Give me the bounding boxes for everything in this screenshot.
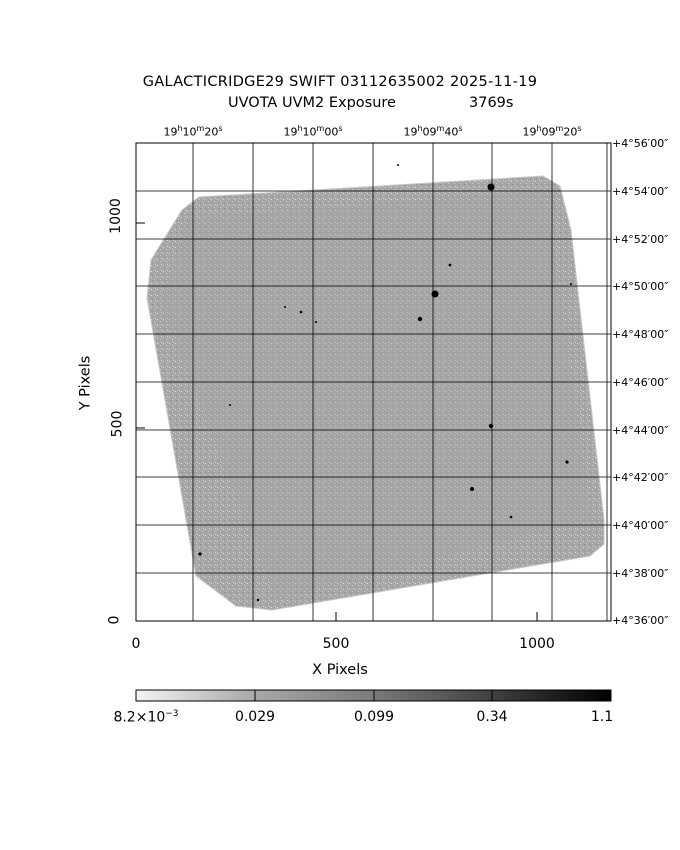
dec-tick-label: +4°54′00″ bbox=[612, 185, 669, 198]
dec-tick-label: +4°40′00″ bbox=[612, 519, 669, 532]
dec-tick-label: +4°50′00″ bbox=[612, 280, 669, 293]
plot-title: GALACTICRIDGE29 SWIFT 03112635002 2025-1… bbox=[142, 74, 538, 90]
x-tick-label: 1000 bbox=[519, 636, 555, 652]
dec-tick-label: +4°38′00″ bbox=[612, 567, 669, 580]
colorbar-label: 0.029 bbox=[234, 709, 276, 725]
dec-tick-label: +4°48′00″ bbox=[612, 328, 669, 341]
y-tick-label: 0 bbox=[106, 615, 123, 625]
colorbar-label: 1.1 bbox=[590, 709, 614, 725]
y-axis-label: Y Pixels bbox=[77, 355, 94, 411]
dec-tick-label: +4°36′00″ bbox=[612, 614, 669, 627]
colorbar-label: 0.099 bbox=[353, 709, 395, 725]
coordinate-grid bbox=[136, 143, 611, 621]
ra-tick-label: 19h09m40s bbox=[403, 124, 463, 139]
stars bbox=[198, 164, 572, 602]
dec-tick-label: +4°44′00″ bbox=[612, 424, 669, 437]
y-tick-label: 500 bbox=[109, 410, 126, 438]
x-tick-label: 0 bbox=[131, 636, 141, 652]
y-tick-label: 1000 bbox=[107, 198, 124, 234]
exposure-field bbox=[146, 175, 605, 611]
x-axis-label: X Pixels bbox=[312, 662, 368, 678]
colorbar-label: 0.34 bbox=[476, 709, 508, 725]
dec-tick-label: +4°52′00″ bbox=[612, 233, 669, 246]
dec-tick-label: +4°42′00″ bbox=[612, 471, 669, 484]
ra-tick-label: 19h10m00s bbox=[283, 124, 343, 139]
dec-tick-label: +4°56′00″ bbox=[612, 137, 669, 150]
plot-subtitle: UVOTA UVM2 Exposure bbox=[228, 95, 396, 111]
dec-tick-label: +4°46′00″ bbox=[612, 376, 669, 389]
exposure-time: 3769s bbox=[469, 95, 514, 111]
ra-tick-label: 19h10m20s bbox=[163, 124, 223, 139]
ra-tick-label: 19h09m20s bbox=[522, 124, 582, 139]
pixel-axis-ticks bbox=[135, 222, 538, 622]
colorbar-label: 8.2×10−3 bbox=[113, 709, 179, 726]
x-tick-label: 500 bbox=[322, 636, 350, 652]
